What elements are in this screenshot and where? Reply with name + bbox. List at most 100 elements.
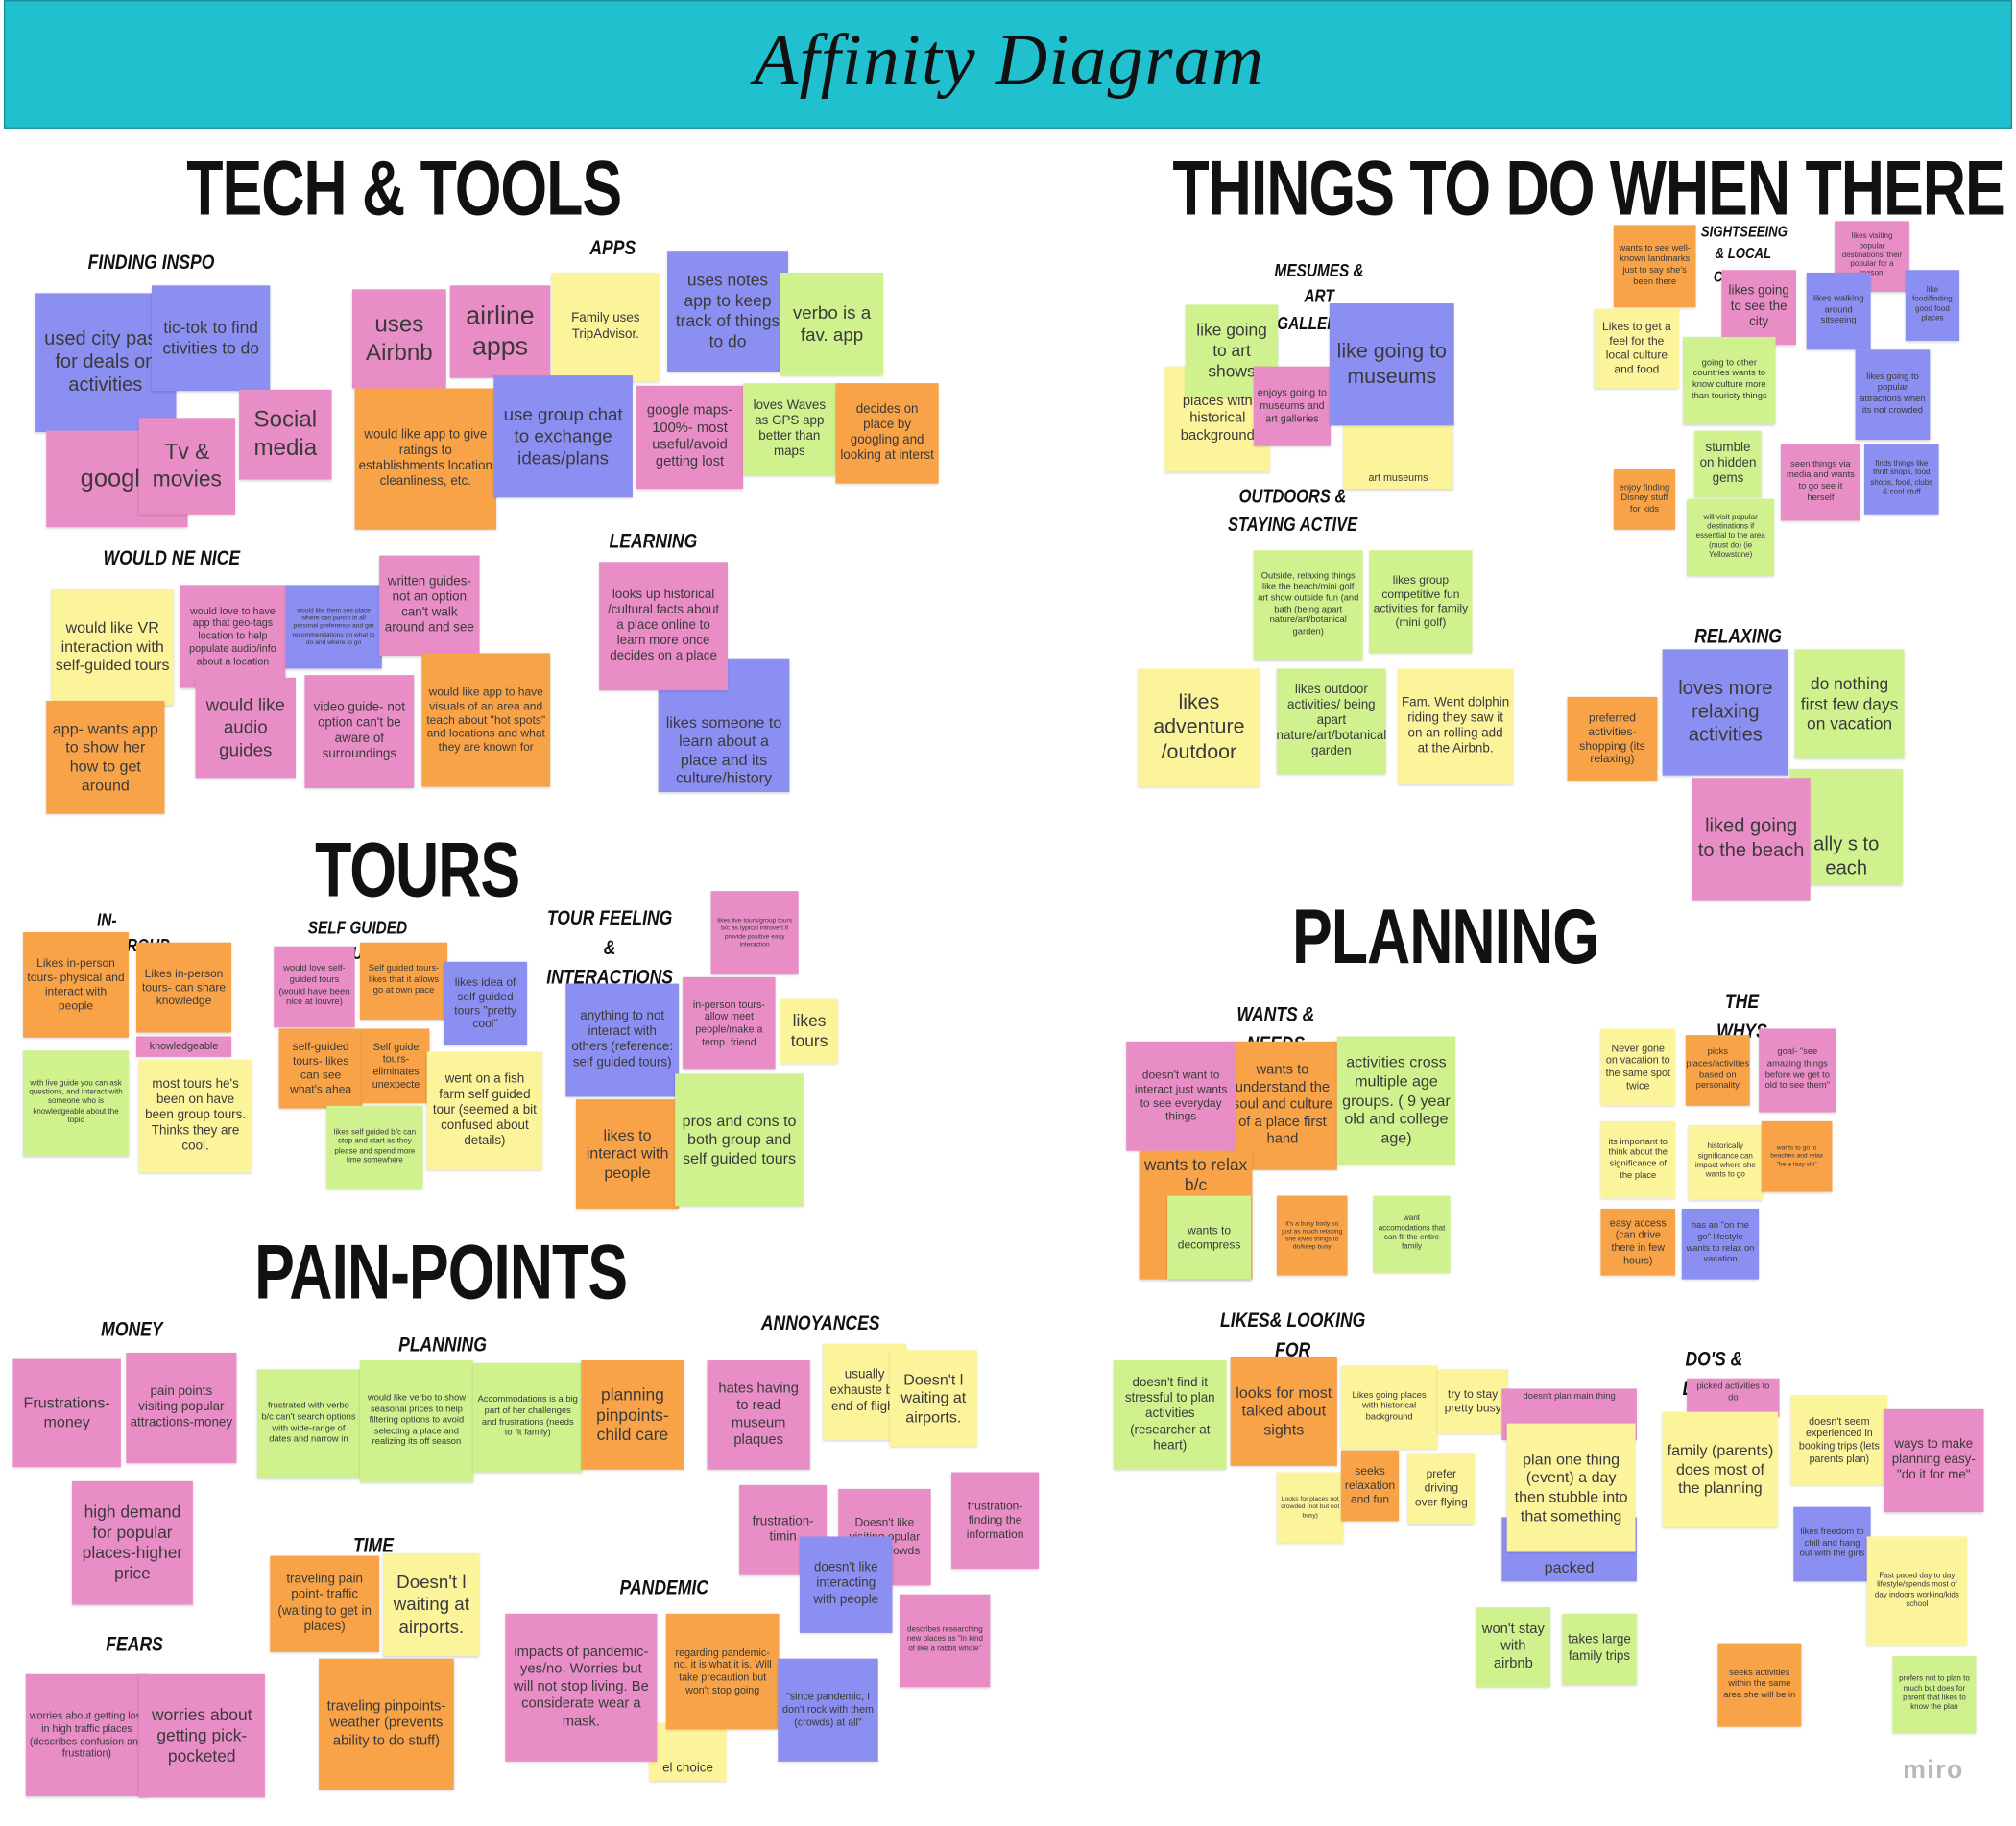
sticky-note: wants to understand the soul and culture… [1228,1041,1337,1170]
sticky-note: tic-tok to find ctivities to do [152,285,271,392]
sticky-note: likes outdoor activities/ being apart na… [1276,668,1386,775]
sticky-note: Frustrations-money [12,1358,121,1468]
sticky-note: pros and cons to both group and self gui… [675,1073,804,1207]
sticky-note: Likes in-person tours- physical and inte… [23,931,129,1038]
sticky-note: historically significance can impact whe… [1688,1124,1764,1200]
sticky-note: Fast paced day to day lifestyle/spends m… [1866,1536,1968,1646]
sticky-note: decides on place by googling and looking… [835,383,939,484]
header-title: Affinity Diagram [754,20,1265,101]
sticky-note: takes large family trips [1562,1613,1637,1685]
sticky-note: preferred activities- shopping (its rela… [1567,696,1658,781]
sticky-note: high demand for popular places-higher pr… [72,1480,193,1605]
sticky-note: el choice [649,1722,727,1781]
sticky-note: google maps- 100%- most useful/avoid get… [636,385,744,489]
sticky-note: with live guide you can ask questions, a… [23,1050,129,1157]
sticky-note: Self guided tours- likes that it allows … [360,942,448,1021]
sticky-note: doesn't want to interact just wants to s… [1126,1041,1236,1151]
sticky-note: uses notes app to keep track of things t… [667,251,788,372]
group-title: FEARS [106,1634,163,1657]
sticky-note: stumble on hidden gems [1694,430,1762,498]
sticky-note: likes tours [780,998,839,1064]
sticky-note: prefers not to plan to much but does for… [1892,1656,1977,1734]
sticky-note: do nothing first few days on vacation [1794,649,1905,759]
group-title: WOULD NE NICE [103,547,241,570]
group-title: RELAXING [1694,626,1782,649]
sticky-note: anything to not interact with others (re… [565,983,680,1097]
sticky-note: likes to interact with people [576,1099,680,1209]
sticky-note: impacts of pandemic- yes/no. Worries but… [505,1613,658,1762]
sticky-note: try to stay pretty busy [1437,1369,1508,1434]
group-title: LEARNING [609,531,698,553]
sticky-note: app- wants app to show her how to get ar… [46,700,165,814]
sticky-note: Tv & movies [138,418,236,515]
sticky-note: activities cross multiple age groups. ( … [1336,1036,1456,1165]
sticky-note: most tours he's been on have been group … [138,1059,252,1173]
sticky-note: enjoy finding Disney stuff for kids [1613,469,1676,530]
sticky-note: doesn't seem experienced in booking trip… [1790,1395,1888,1485]
sticky-note: in-person tours- allow meet people/make … [683,976,776,1070]
sticky-note: traveling pain point- traffic (waiting t… [270,1555,380,1652]
sticky-note: verbo is a fav. app [780,272,884,376]
sticky-note: video guide- not option can't be aware o… [304,675,415,788]
sticky-note: written guides- not an option can't walk… [379,555,480,657]
sticky-note: Fam. Went dolphin riding they saw it on … [1397,668,1514,784]
sticky-note: like going to museums [1329,303,1454,426]
sticky-note: easy access (can drive there in few hour… [1600,1208,1676,1276]
sticky-note: wants to see well-known landmarks just t… [1613,225,1696,308]
sticky-note: would like VR interaction with self-guid… [51,589,174,705]
sticky-note: frustrated with verbo b/c can't search o… [256,1369,361,1479]
sticky-note: likes walking around sitseeing [1806,272,1871,350]
group-title: TOUR FEELING & INTERACTIONS [546,907,673,990]
sticky-note: pain points visiting popular attractions… [126,1352,237,1464]
group-title: LIKES& LOOKING FOR [1219,1309,1366,1362]
sticky-note: going to other countries wants to know c… [1683,336,1776,424]
sticky-note: Doesn't l waiting at airports. [889,1350,977,1447]
sticky-note: loves Waves as GPS app better than maps [743,383,836,476]
sticky-note: Likes to get a feel for the local cultur… [1594,308,1680,389]
group-title: PANDEMIC [619,1577,708,1600]
sticky-note: art museums [1343,418,1453,489]
sticky-note: hates having to read museum plaques [707,1359,810,1470]
sticky-note: doesn't find it stressful to plan activi… [1113,1359,1227,1470]
sticky-note: want accomodations that can fit the enti… [1373,1195,1451,1273]
sticky-note: traveling pinpoints-weather (prevents ab… [319,1658,454,1790]
sticky-note: Likes going places with historical backg… [1340,1365,1438,1450]
sticky-note: knowledgeable [135,1036,232,1057]
group-title: APPS [589,237,636,260]
sticky-note: Outside, relaxing things like the beach/… [1253,550,1363,661]
section-title: THINGS TO DO WHEN THERE [1172,145,2004,232]
sticky-note: loves more relaxing activities [1662,649,1788,776]
section-title: PAIN-POINTS [254,1229,628,1316]
section-title: TOURS [315,827,520,913]
group-title: ANNOYANCES [760,1312,880,1335]
sticky-note: would love to have app that geo-tags loc… [180,585,286,688]
sticky-note: plan one thing (event) a day then stubbl… [1506,1423,1636,1552]
sticky-note: likes group competitive fun activities f… [1369,550,1473,654]
sticky-note: use group chat to exchange ideas/plans [493,375,633,498]
sticky-note: likes live tours/group tours b/c as typi… [710,891,799,975]
sticky-note: wants to go to beaches and relax "be a l… [1761,1120,1833,1192]
group-title: TIME [352,1535,394,1557]
sticky-note: airline apps [449,285,551,378]
sticky-note: likes freedom to chill and hang out with… [1793,1506,1871,1582]
sticky-note: Social media [239,389,332,480]
sticky-note: likes idea of self guided tours "pretty … [444,961,528,1045]
sticky-note: looks for most talked about sights [1230,1356,1337,1466]
sticky-note: uses Airbnb [351,289,446,389]
sticky-note: Family uses TripAdvisor. [551,272,660,382]
sticky-note: would like app to have visuals of an are… [421,653,551,787]
sticky-note: went on a fish farm self guided tour (se… [426,1051,543,1170]
sticky-note: prefer driving over flying [1407,1453,1476,1525]
sticky-note: enjoys going to museums and art gallerie… [1253,366,1332,446]
group-title: MONEY [101,1319,163,1341]
group-title: OUTDOORS & STAYING ACTIVE [1227,486,1358,537]
sticky-note: picked activities to do [1687,1378,1780,1417]
sticky-note: looks up historical /cultural facts abou… [599,562,729,691]
sticky-note: has an "on the go" lifestyle wants to re… [1681,1208,1760,1280]
sticky-note: doesn't like interacting with people [800,1536,893,1633]
sticky-note: it's a busy body so just as much relaxin… [1276,1195,1348,1276]
section-title: PLANNING [1291,893,1599,980]
sticky-note: like food/finding good food places [1905,270,1960,341]
